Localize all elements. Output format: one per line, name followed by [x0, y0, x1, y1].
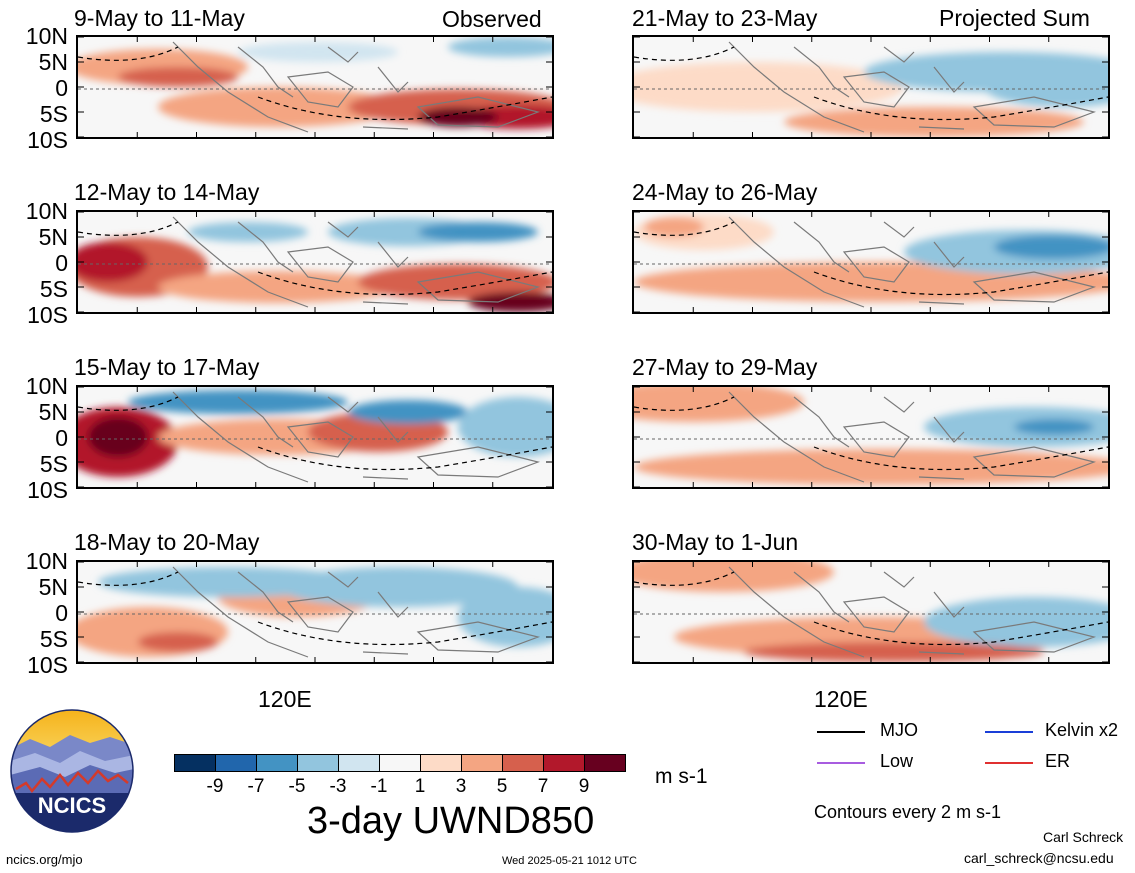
colorbar-swatch [379, 754, 421, 772]
panel-title-obs-2: 12-May to 14-May [74, 179, 260, 205]
y-tick-label: 10S [27, 652, 68, 678]
y-tick-label: 10N [25, 373, 68, 399]
map-panel-proj-1 [632, 35, 1110, 139]
legend-line-er [985, 762, 1033, 764]
y-tick-label: 0 [55, 600, 68, 626]
footer-email: carl_schreck@ncsu.edu [964, 850, 1114, 866]
map-panel-obs-2 [76, 210, 554, 314]
footer-timestamp: Wed 2025-05-21 1012 UTC [502, 855, 637, 867]
panel-title-proj-4: 30-May to 1-Jun [632, 529, 799, 555]
footer-author: Carl Schreck [1043, 829, 1124, 845]
y-tick-label: 10N [25, 548, 68, 574]
panel-title-proj-3: 27-May to 29-May [632, 354, 818, 380]
y-tick-label: 0 [55, 75, 68, 101]
map-panel-obs-4 [76, 560, 554, 664]
map-panel-proj-4 [632, 560, 1110, 664]
footer-url: ncics.org/mjo [6, 852, 83, 867]
colorbar-swatch [215, 754, 257, 772]
colorbar-tick-label: 7 [537, 776, 549, 797]
legend-line-mjo [817, 731, 865, 733]
legend-line-kelvin [985, 731, 1033, 733]
panel-title-obs-4: 18-May to 20-May [74, 529, 260, 555]
column-label-projected: Projected Sum [939, 5, 1090, 31]
panel-title-proj-1: 21-May to 23-May [632, 5, 818, 31]
colorbar-swatch [338, 754, 380, 772]
colorbar-tick-label: -9 [206, 776, 224, 797]
y-tick-label: 10N [25, 198, 68, 224]
y-tick-label: 5S [39, 451, 68, 477]
ncics-logo-text: NCICS [38, 793, 106, 818]
colorbar-swatch [420, 754, 462, 772]
y-tick-label: 5S [39, 626, 68, 652]
y-tick-label: 10S [27, 302, 68, 328]
y-tick-label: 10S [27, 127, 68, 153]
colorbar-swatch [543, 754, 585, 772]
y-tick-label: 5N [38, 224, 68, 250]
legend-label-kelvin: Kelvin x2 [1045, 720, 1119, 740]
colorbar-tick-label: 5 [496, 776, 508, 797]
colorbar-tick-label: 3 [455, 776, 467, 797]
plot-variable-title: 3-day UWND850 [307, 800, 595, 842]
map-panel-proj-3 [632, 385, 1110, 489]
y-tick-label: 5S [39, 276, 68, 302]
y-tick-label: 10S [27, 477, 68, 503]
map-panel-proj-2 [632, 210, 1110, 314]
colorbar-tick-label: -5 [288, 776, 306, 797]
y-tick-label: 5N [38, 49, 68, 75]
colorbar-swatch [461, 754, 503, 772]
legend-line-low [817, 762, 865, 764]
legend-label-mjo: MJO [880, 720, 918, 740]
colorbar-swatch [297, 754, 339, 772]
x-tick-label-left: 120E [258, 686, 312, 712]
y-tick-label: 10N [25, 23, 68, 49]
panel-title-proj-2: 24-May to 26-May [632, 179, 818, 205]
colorbar-swatch [174, 754, 216, 772]
colorbar-swatch [584, 754, 626, 772]
colorbar-swatch [256, 754, 298, 772]
colorbar-tick-label: -7 [247, 776, 265, 797]
panel-title-obs-3: 15-May to 17-May [74, 354, 260, 380]
map-panel-obs-3 [76, 385, 554, 489]
colorbar-units: m s-1 [655, 765, 708, 788]
colorbar-swatch [502, 754, 544, 772]
colorbar: -9 -7 -5 -3 -1 1 3 5 7 9 [174, 754, 626, 804]
ncics-logo: NCICS [10, 709, 134, 833]
y-tick-label: 0 [55, 250, 68, 276]
legend-label-low: Low [880, 751, 914, 771]
y-tick-label: 0 [55, 425, 68, 451]
y-tick-label: 5N [38, 399, 68, 425]
colorbar-tick-label: 1 [414, 776, 426, 797]
colorbar-tick-label: -1 [370, 776, 388, 797]
colorbar-tick-label: 9 [578, 776, 590, 797]
contour-note: Contours every 2 m s-1 [814, 802, 1002, 822]
panel-title-obs-1: 9-May to 11-May [74, 5, 245, 31]
y-tick-label: 5N [38, 574, 68, 600]
map-panel-obs-1 [76, 35, 554, 139]
y-tick-label: 5S [39, 101, 68, 127]
x-tick-label-right: 120E [814, 686, 868, 712]
legend-label-er: ER [1045, 751, 1071, 771]
colorbar-tick-label: -3 [329, 776, 347, 797]
column-label-observed: Observed [442, 6, 542, 32]
